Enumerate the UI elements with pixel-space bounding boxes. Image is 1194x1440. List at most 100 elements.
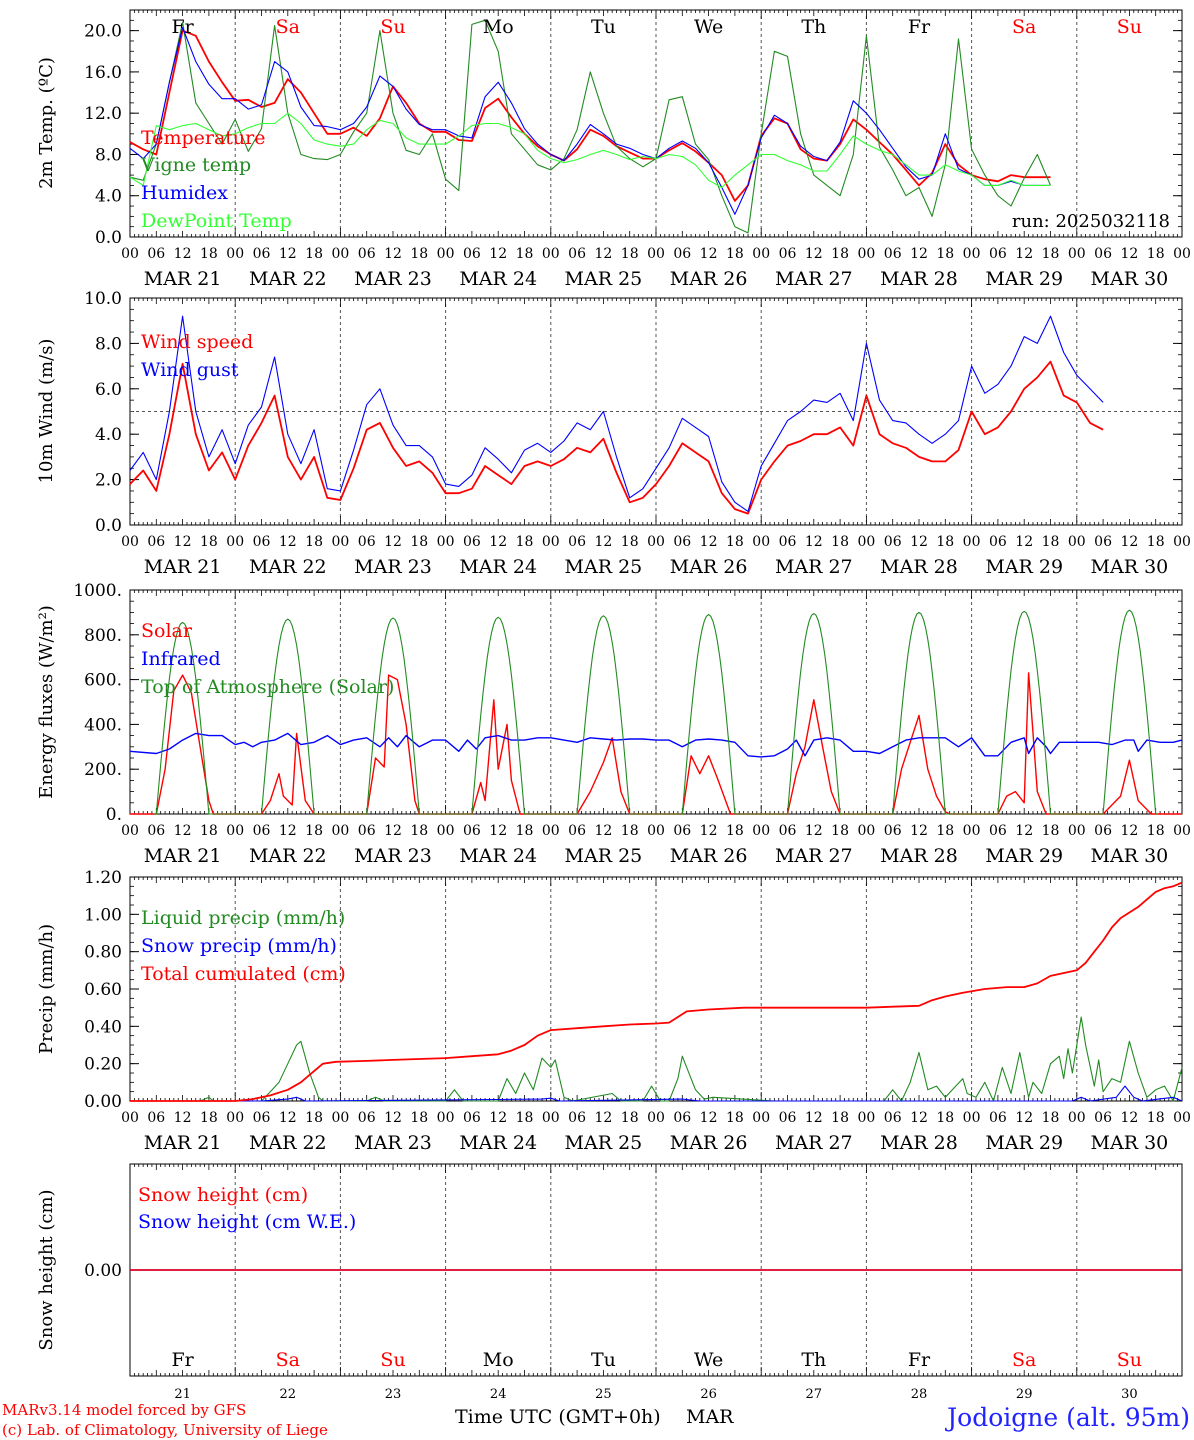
hour-tick-label: 12	[594, 534, 612, 550]
hour-tick-label: 06	[358, 1110, 376, 1126]
hour-tick-label: 06	[253, 1110, 271, 1126]
hour-tick-label: 06	[253, 823, 271, 839]
hour-tick-label: 18	[516, 534, 534, 550]
y-tick-label: 4.0	[95, 187, 122, 207]
hour-tick-label: 06	[568, 534, 586, 550]
energy-panel: 0. 200. 400. 600. 800. 1000. Energy fluxes (W…	[36, 581, 1191, 867]
hour-tick-label: 06	[1094, 246, 1112, 262]
date-label: MAR 24	[459, 268, 537, 290]
date-label: MAR 27	[775, 268, 853, 290]
date-label: MAR 22	[249, 268, 327, 290]
hour-tick-label: 12	[279, 246, 297, 262]
hour-tick-label: 00	[647, 534, 665, 550]
y-tick-label: 0.80	[84, 943, 122, 963]
legend-snow-height-we: Snow height (cm W.E.)	[138, 1211, 356, 1233]
y-tick-label: 0.40	[84, 1017, 122, 1037]
date-label: MAR 21	[144, 1132, 222, 1154]
date-label: MAR 28	[880, 845, 958, 867]
hour-tick-label: 06	[1094, 1110, 1112, 1126]
hour-tick-label: 18	[1147, 246, 1165, 262]
hour-tick-label: 06	[147, 246, 165, 262]
temperature-panel: 0.0 4.0 8.0 12.0 16.0 20.0 2m Temp. (ºC) run:…	[36, 9, 1191, 290]
hour-tick-label: 00	[857, 534, 875, 550]
hour-tick-label: 18	[1042, 246, 1060, 262]
hour-tick-label: 06	[884, 1110, 902, 1126]
hour-tick-label: 18	[726, 823, 744, 839]
hour-tick-label: 00	[437, 534, 455, 550]
date-label: MAR 30	[1091, 268, 1169, 290]
hour-tick-label: 12	[805, 246, 823, 262]
hour-tick-label: 18	[200, 1110, 218, 1126]
hour-tick-label: 18	[831, 823, 849, 839]
month-label: MAR	[686, 1406, 734, 1428]
hour-tick-label: 18	[831, 1110, 849, 1126]
hour-tick-label: 06	[673, 1110, 691, 1126]
date-label: MAR 21	[144, 556, 222, 578]
time-axis-label: Time UTC (GMT+0h)	[455, 1406, 661, 1428]
hour-tick-label: 12	[1015, 823, 1033, 839]
hour-tick-label: 00	[647, 246, 665, 262]
date-label: MAR 27	[775, 845, 853, 867]
y-tick-label: 0.00	[84, 1092, 122, 1112]
hour-tick-label: 06	[147, 534, 165, 550]
day-name-label: Fr	[908, 16, 931, 38]
series-line-wind-gust	[129, 315, 1104, 512]
energy-grid: 0. 200. 400. 600. 800. 1000.	[73, 581, 1183, 825]
hour-tick-label: 12	[594, 823, 612, 839]
hour-tick-label: 00	[963, 1110, 981, 1126]
y-tick-label: 0.20	[84, 1055, 122, 1075]
date-label: MAR 25	[565, 1132, 643, 1154]
hour-tick-label: 06	[463, 1110, 481, 1126]
hour-tick-label: 00	[121, 246, 139, 262]
hour-tick-label: 12	[805, 534, 823, 550]
date-label: MAR 25	[565, 845, 643, 867]
date-label: MAR 23	[354, 845, 432, 867]
hour-tick-label: 18	[1042, 823, 1060, 839]
temp-series	[129, 19, 1052, 234]
hour-tick-label: 12	[910, 823, 928, 839]
hour-tick-label: 00	[752, 1110, 770, 1126]
hour-tick-label: 12	[489, 246, 507, 262]
legend-liquid-precip: Liquid precip (mm/h)	[141, 907, 345, 929]
hour-tick-label: 12	[910, 1110, 928, 1126]
series-line-wind-speed	[129, 360, 1104, 515]
date-label: MAR 24	[459, 556, 537, 578]
date-label: MAR 30	[1091, 845, 1169, 867]
date-label: MAR 22	[249, 556, 327, 578]
y-tick-label: 4.0	[95, 425, 122, 445]
hour-tick-label: 00	[121, 534, 139, 550]
wind-series	[129, 315, 1104, 515]
hour-tick-label: 18	[305, 534, 323, 550]
day-name-label: Su	[380, 1349, 405, 1371]
day-name-label: Th	[801, 16, 826, 38]
hour-tick-label: 00	[1068, 534, 1086, 550]
day-number-label: 26	[700, 1387, 717, 1402]
day-name-label: Su	[1117, 16, 1142, 38]
series-line-top-of-atmosphere-solar	[154, 609, 1158, 815]
hour-tick-label: 18	[1147, 823, 1165, 839]
y-tick-label: 600.	[84, 671, 122, 691]
date-label: MAR 29	[985, 556, 1063, 578]
hour-tick-label: 00	[1068, 1110, 1086, 1126]
hour-tick-label: 06	[1094, 534, 1112, 550]
day-number-label: 25	[595, 1387, 612, 1402]
hour-tick-label: 06	[989, 534, 1007, 550]
date-label: MAR 29	[985, 1132, 1063, 1154]
day-name-label: We	[694, 16, 723, 38]
hour-tick-label: 00	[542, 246, 560, 262]
date-label: MAR 27	[775, 1132, 853, 1154]
hour-tick-label: 06	[358, 823, 376, 839]
hour-tick-label: 12	[594, 1110, 612, 1126]
hour-tick-label: 12	[805, 1110, 823, 1126]
y-tick-label: 16.0	[84, 63, 122, 83]
hour-tick-label: 00	[437, 823, 455, 839]
series-line-humidex	[129, 26, 1051, 215]
hour-tick-label: 06	[884, 534, 902, 550]
legend-humidex: Humidex	[141, 182, 228, 204]
hour-tick-label: 18	[831, 534, 849, 550]
hour-tick-label: 00	[437, 246, 455, 262]
snow-legend: Snow height (cm) Snow height (cm W.E.)	[138, 1184, 356, 1233]
hour-tick-label: 18	[516, 246, 534, 262]
hour-tick-label: 12	[700, 1110, 718, 1126]
